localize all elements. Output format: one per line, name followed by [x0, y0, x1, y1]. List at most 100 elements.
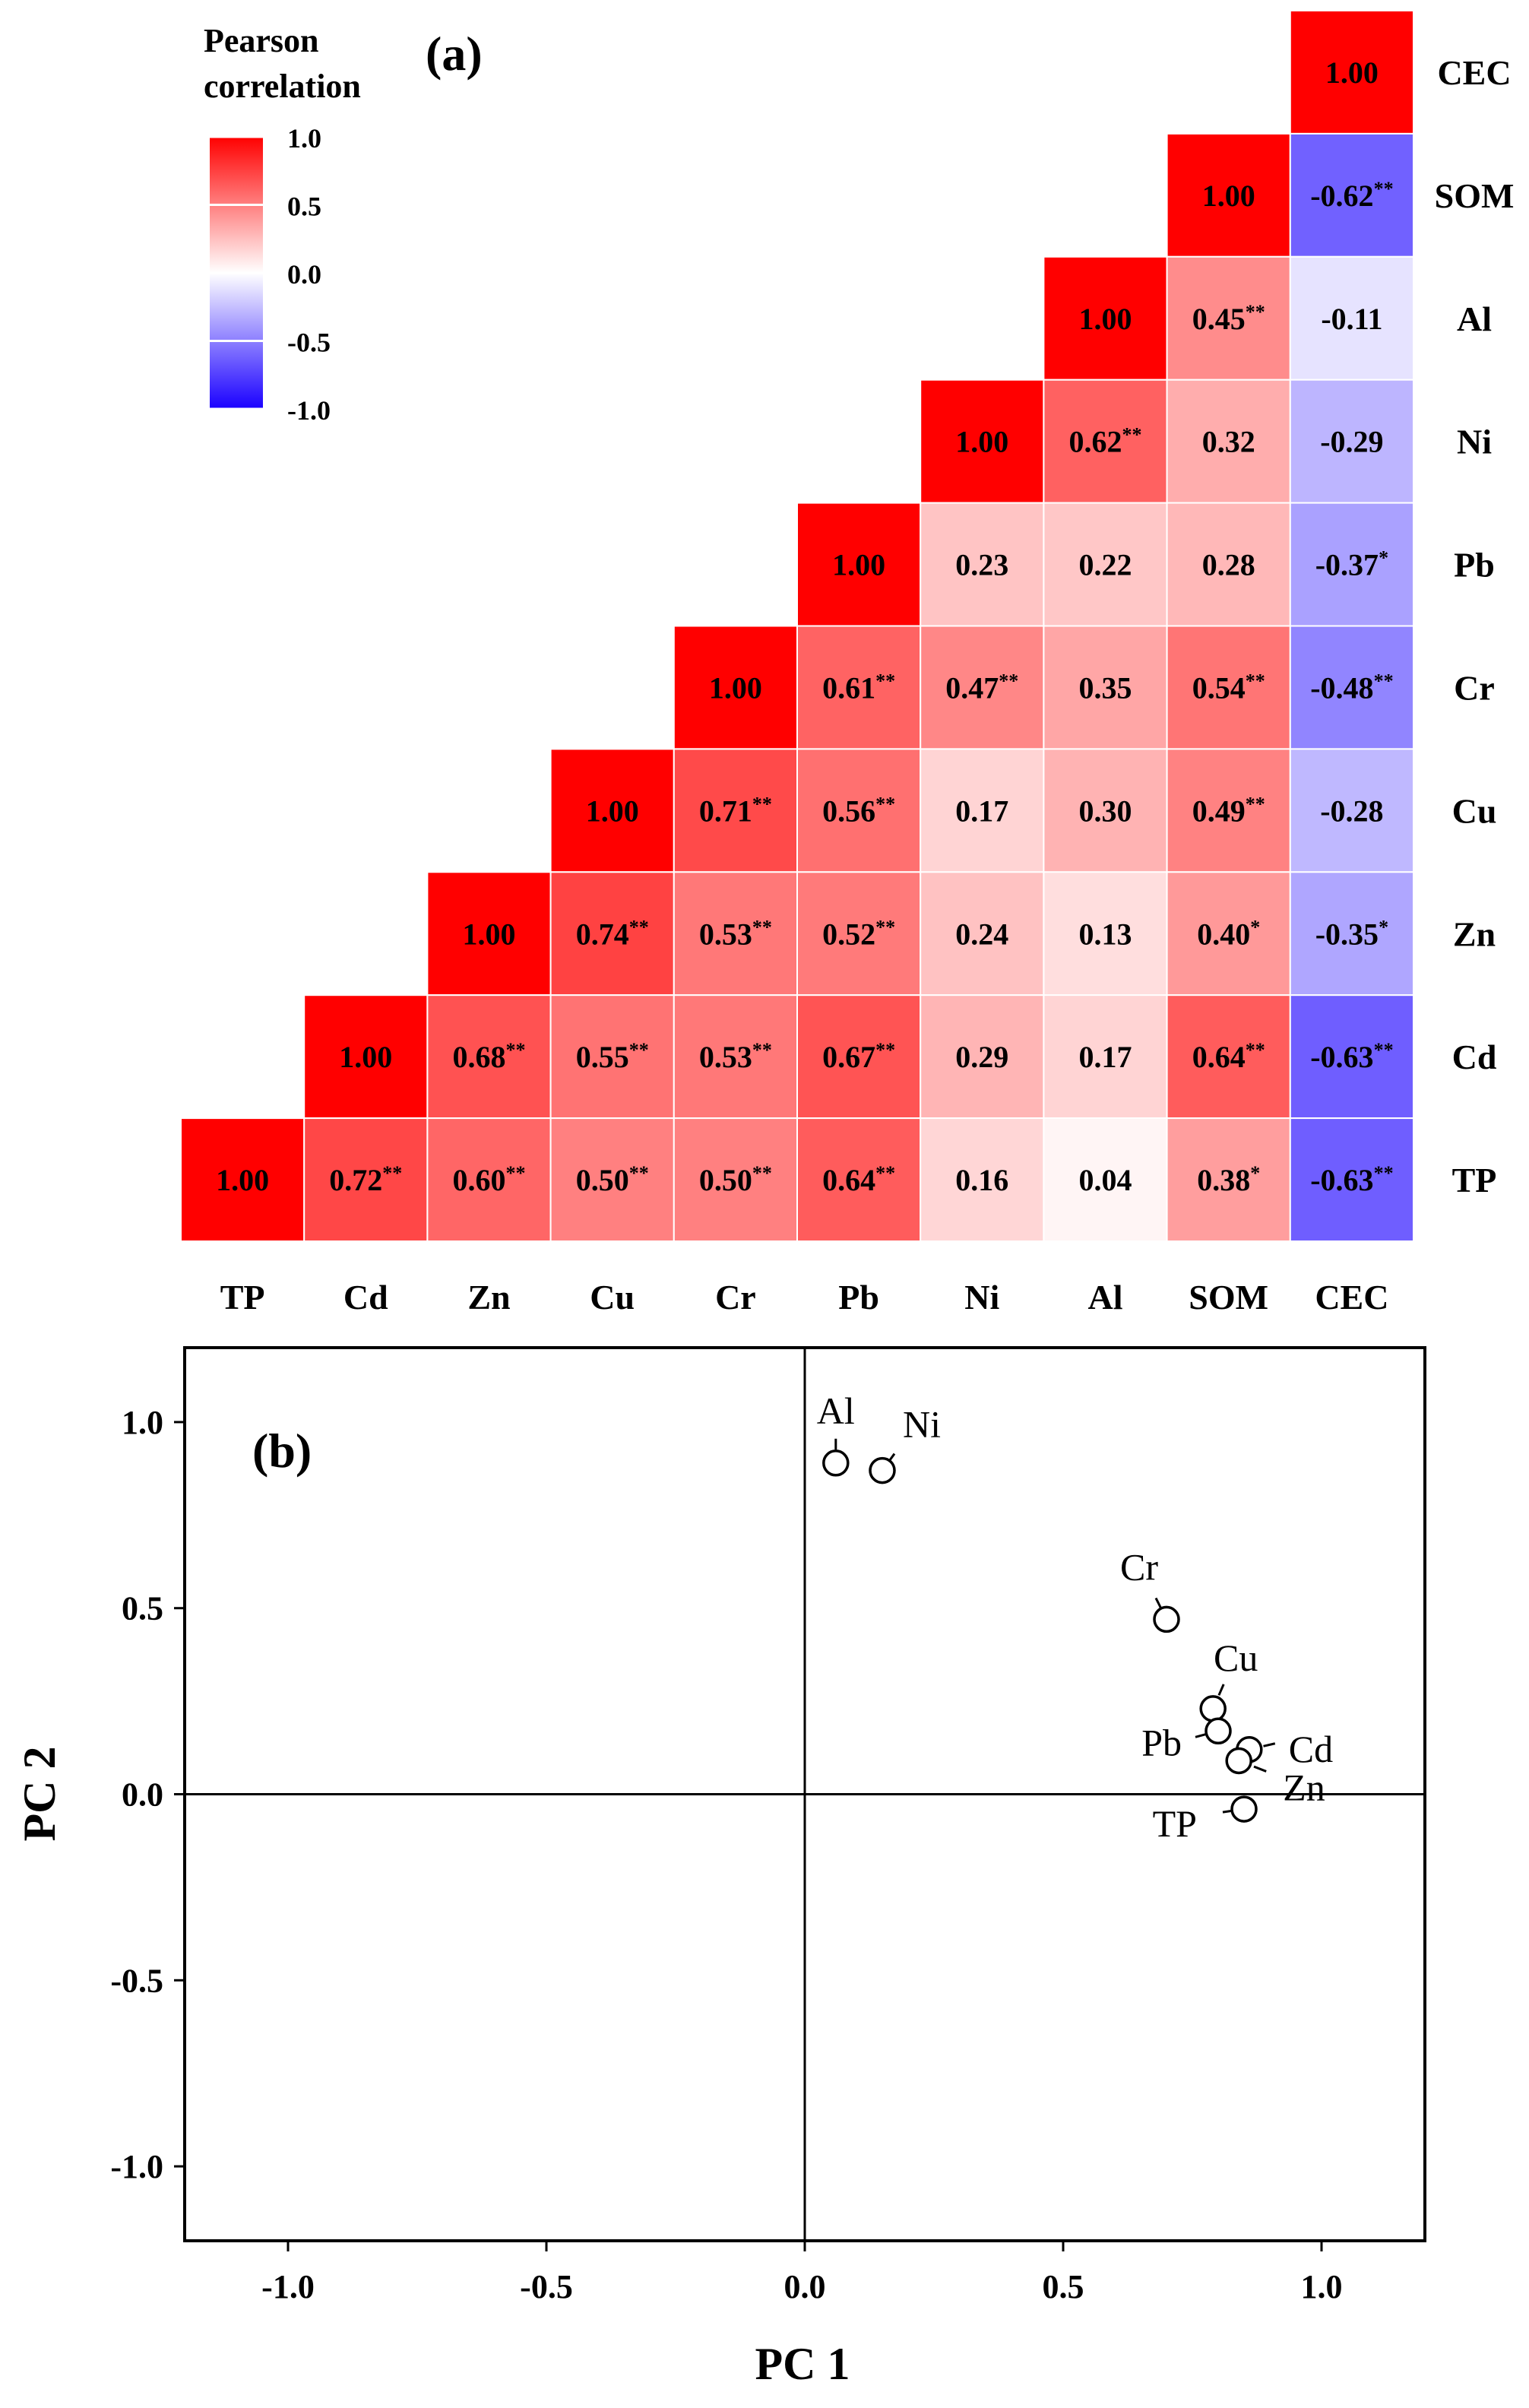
heatmap-cell-value: 0.72**	[329, 1162, 402, 1197]
heatmap-cell-value: 0.22	[1079, 548, 1132, 582]
panel-b-label: (b)	[252, 1424, 312, 1478]
heatmap-cell-fill	[796, 502, 922, 627]
heatmap-cell: -0.63**	[1289, 1117, 1415, 1242]
heatmap-cell-value: 1.00	[586, 794, 639, 828]
colorbar-tick-label: 0.0	[287, 259, 321, 290]
colorbar-tick-label: -0.5	[287, 328, 331, 358]
heatmap-cell: 0.55**	[549, 994, 675, 1120]
heatmap-cell: -0.29	[1289, 379, 1415, 504]
y-tick-label: 0.5	[122, 1590, 163, 1627]
column-label: Ni	[964, 1278, 999, 1316]
heatmap-cell-fill	[1289, 871, 1415, 996]
heatmap-cell-value: 0.13	[1079, 917, 1132, 951]
heatmap-cell-value: 0.29	[955, 1040, 1008, 1074]
heatmap-cell: 0.04	[1043, 1117, 1168, 1242]
heatmap-cell-fill	[1166, 748, 1291, 873]
y-tick-label: -1.0	[110, 2148, 163, 2185]
heatmap-cell-value: 0.60**	[453, 1162, 526, 1197]
x-tick-label: -1.0	[261, 2268, 315, 2305]
point-label: Cr	[1120, 1545, 1158, 1588]
heatmap-cell-fill	[303, 994, 429, 1120]
row-label: Zn	[1453, 914, 1496, 953]
heatmap-cell-fill	[673, 994, 798, 1120]
heatmap-cell-fill	[920, 625, 1045, 750]
heatmap-cell: -0.63**	[1289, 994, 1415, 1120]
heatmap-cell-value: 1.00	[463, 917, 516, 951]
heatmap-cell: 0.28	[1166, 502, 1291, 627]
heatmap-cell: 1.00	[426, 871, 552, 996]
heatmap-cell-fill	[920, 1117, 1045, 1242]
heatmap-cell: 0.53**	[673, 994, 798, 1120]
heatmap-cell: 1.00	[1166, 132, 1291, 258]
heatmap-cell-fill	[1289, 625, 1415, 750]
heatmap-cell-fill	[549, 1117, 675, 1242]
heatmap-cell: -0.48**	[1289, 625, 1415, 750]
heatmap-cell-fill	[673, 748, 798, 873]
heatmap-cell: 0.49**	[1166, 748, 1291, 873]
heatmap-cell-fill	[796, 1117, 922, 1242]
scatter-point-group: TP	[1153, 1795, 1258, 1845]
heatmap-cell-value: 1.00	[1325, 55, 1379, 90]
heatmap-cell-value: 0.30	[1079, 794, 1132, 828]
heatmap-cell-value: -0.11	[1321, 302, 1382, 336]
scatter-point	[1230, 1795, 1258, 1823]
point-label: Al	[817, 1389, 855, 1432]
point-label: TP	[1153, 1802, 1197, 1845]
heatmap-cell-value: 1.00	[709, 670, 762, 705]
heatmap-cell: 1.00	[920, 379, 1045, 504]
heatmap-cell-fill	[549, 748, 675, 873]
heatmap-cell-fill	[549, 994, 675, 1120]
heatmap-cell-value: 0.40*	[1197, 916, 1260, 951]
heatmap-cell-fill	[920, 871, 1045, 996]
heatmap-cell-value: 0.38*	[1197, 1162, 1260, 1197]
scatter-point	[1205, 1717, 1232, 1745]
colorbar-tick-label: -1.0	[287, 395, 331, 426]
point-leader-line	[1253, 1765, 1267, 1773]
row-label: Ni	[1457, 423, 1492, 461]
heatmap-cell: -0.37*	[1289, 502, 1415, 627]
heatmap-cell: 0.47**	[920, 625, 1045, 750]
heatmap-cell-value: 0.67**	[822, 1039, 895, 1074]
point-label: Ni	[903, 1403, 941, 1446]
heatmap-cell-value: 0.61**	[822, 670, 895, 705]
x-tick-label: 1.0	[1301, 2268, 1343, 2305]
correlation-heatmap-panel: (a) Pearson correlation 1.0 0.5 0.0 -0.5 -1.…	[180, 10, 1515, 1316]
point-label: Zn	[1283, 1766, 1325, 1808]
scatter-point	[1199, 1695, 1227, 1722]
heatmap-cell-fill	[1289, 748, 1415, 873]
heatmap-cell-fill	[1166, 255, 1291, 381]
heatmap-cell-value: -0.29	[1320, 425, 1383, 459]
heatmap-cell: 0.38*	[1166, 1117, 1291, 1242]
heatmap-cell-value: 0.64**	[1192, 1039, 1265, 1074]
heatmap-cell: 0.16	[920, 1117, 1045, 1242]
heatmap-cell: 0.64**	[796, 1117, 922, 1242]
heatmap-cell: 1.00	[1043, 255, 1168, 381]
legend-title-line1: Pearson	[204, 22, 319, 59]
point-label: Pb	[1141, 1721, 1182, 1763]
heatmap-cell-value: 0.53**	[699, 916, 772, 951]
scatter-point	[822, 1450, 850, 1477]
heatmap-cell-value: 0.04	[1079, 1163, 1132, 1197]
heatmap-cell: 0.17	[920, 748, 1045, 873]
row-label: Cu	[1452, 791, 1497, 830]
scatter-point-group: Ni	[869, 1403, 941, 1484]
heatmap-cell-value: 0.49**	[1192, 793, 1265, 828]
heatmap-cell-fill	[796, 748, 922, 873]
heatmap-cell-fill	[1289, 1117, 1415, 1242]
heatmap-cell-value: 0.50**	[699, 1162, 772, 1197]
heatmap-cell: 0.40*	[1166, 871, 1291, 996]
heatmap-cell: 0.67**	[796, 994, 922, 1120]
heatmap-cell-fill	[673, 871, 798, 996]
colorbar-tick-label: 0.5	[287, 192, 321, 222]
heatmap-cell-value: 0.54**	[1192, 670, 1265, 705]
column-label: Cr	[715, 1278, 756, 1316]
point-leader-line	[1154, 1597, 1162, 1608]
heatmap-cell-value: 0.28	[1202, 548, 1255, 582]
heatmap-cell-fill	[920, 994, 1045, 1120]
heatmap-cell-value: 0.17	[955, 794, 1008, 828]
heatmap-cells: 1.00 1.00 -0.62** 1.00 0.45** -0.11 1.00 0.62**…	[180, 10, 1415, 1242]
row-label: SOM	[1435, 176, 1515, 215]
heatmap-cell: 0.54**	[1166, 625, 1291, 750]
heatmap-cell-fill	[1166, 132, 1291, 258]
